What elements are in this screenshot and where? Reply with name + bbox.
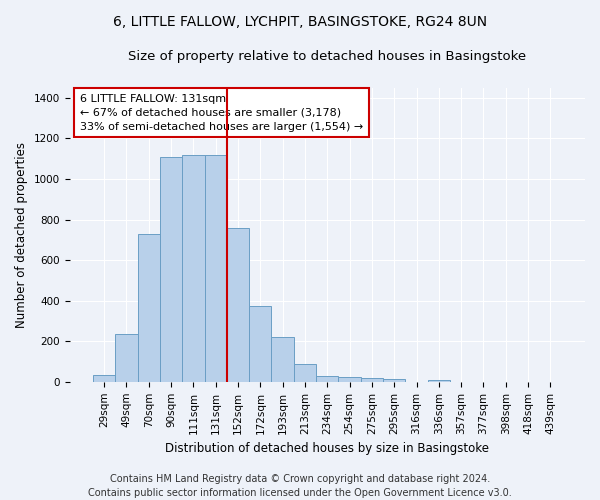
Bar: [115, 334, 137, 382]
Bar: [93, 376, 115, 382]
Text: 6 LITTLE FALLOW: 131sqm
← 67% of detached houses are smaller (3,178)
33% of semi: 6 LITTLE FALLOW: 131sqm ← 67% of detache…: [80, 94, 363, 132]
Bar: [361, 378, 383, 382]
Bar: [294, 364, 316, 382]
Text: 6, LITTLE FALLOW, LYCHPIT, BASINGSTOKE, RG24 8UN: 6, LITTLE FALLOW, LYCHPIT, BASINGSTOKE, …: [113, 15, 487, 29]
Bar: [338, 376, 361, 382]
Bar: [249, 306, 271, 382]
Title: Size of property relative to detached houses in Basingstoke: Size of property relative to detached ho…: [128, 50, 526, 63]
Bar: [316, 376, 338, 382]
Bar: [428, 380, 450, 382]
Y-axis label: Number of detached properties: Number of detached properties: [15, 142, 28, 328]
Bar: [205, 154, 227, 382]
Bar: [182, 154, 205, 382]
Bar: [271, 337, 294, 382]
X-axis label: Distribution of detached houses by size in Basingstoke: Distribution of detached houses by size …: [165, 442, 489, 455]
Bar: [227, 228, 249, 382]
Bar: [383, 379, 406, 382]
Bar: [137, 234, 160, 382]
Bar: [160, 156, 182, 382]
Text: Contains HM Land Registry data © Crown copyright and database right 2024.
Contai: Contains HM Land Registry data © Crown c…: [88, 474, 512, 498]
